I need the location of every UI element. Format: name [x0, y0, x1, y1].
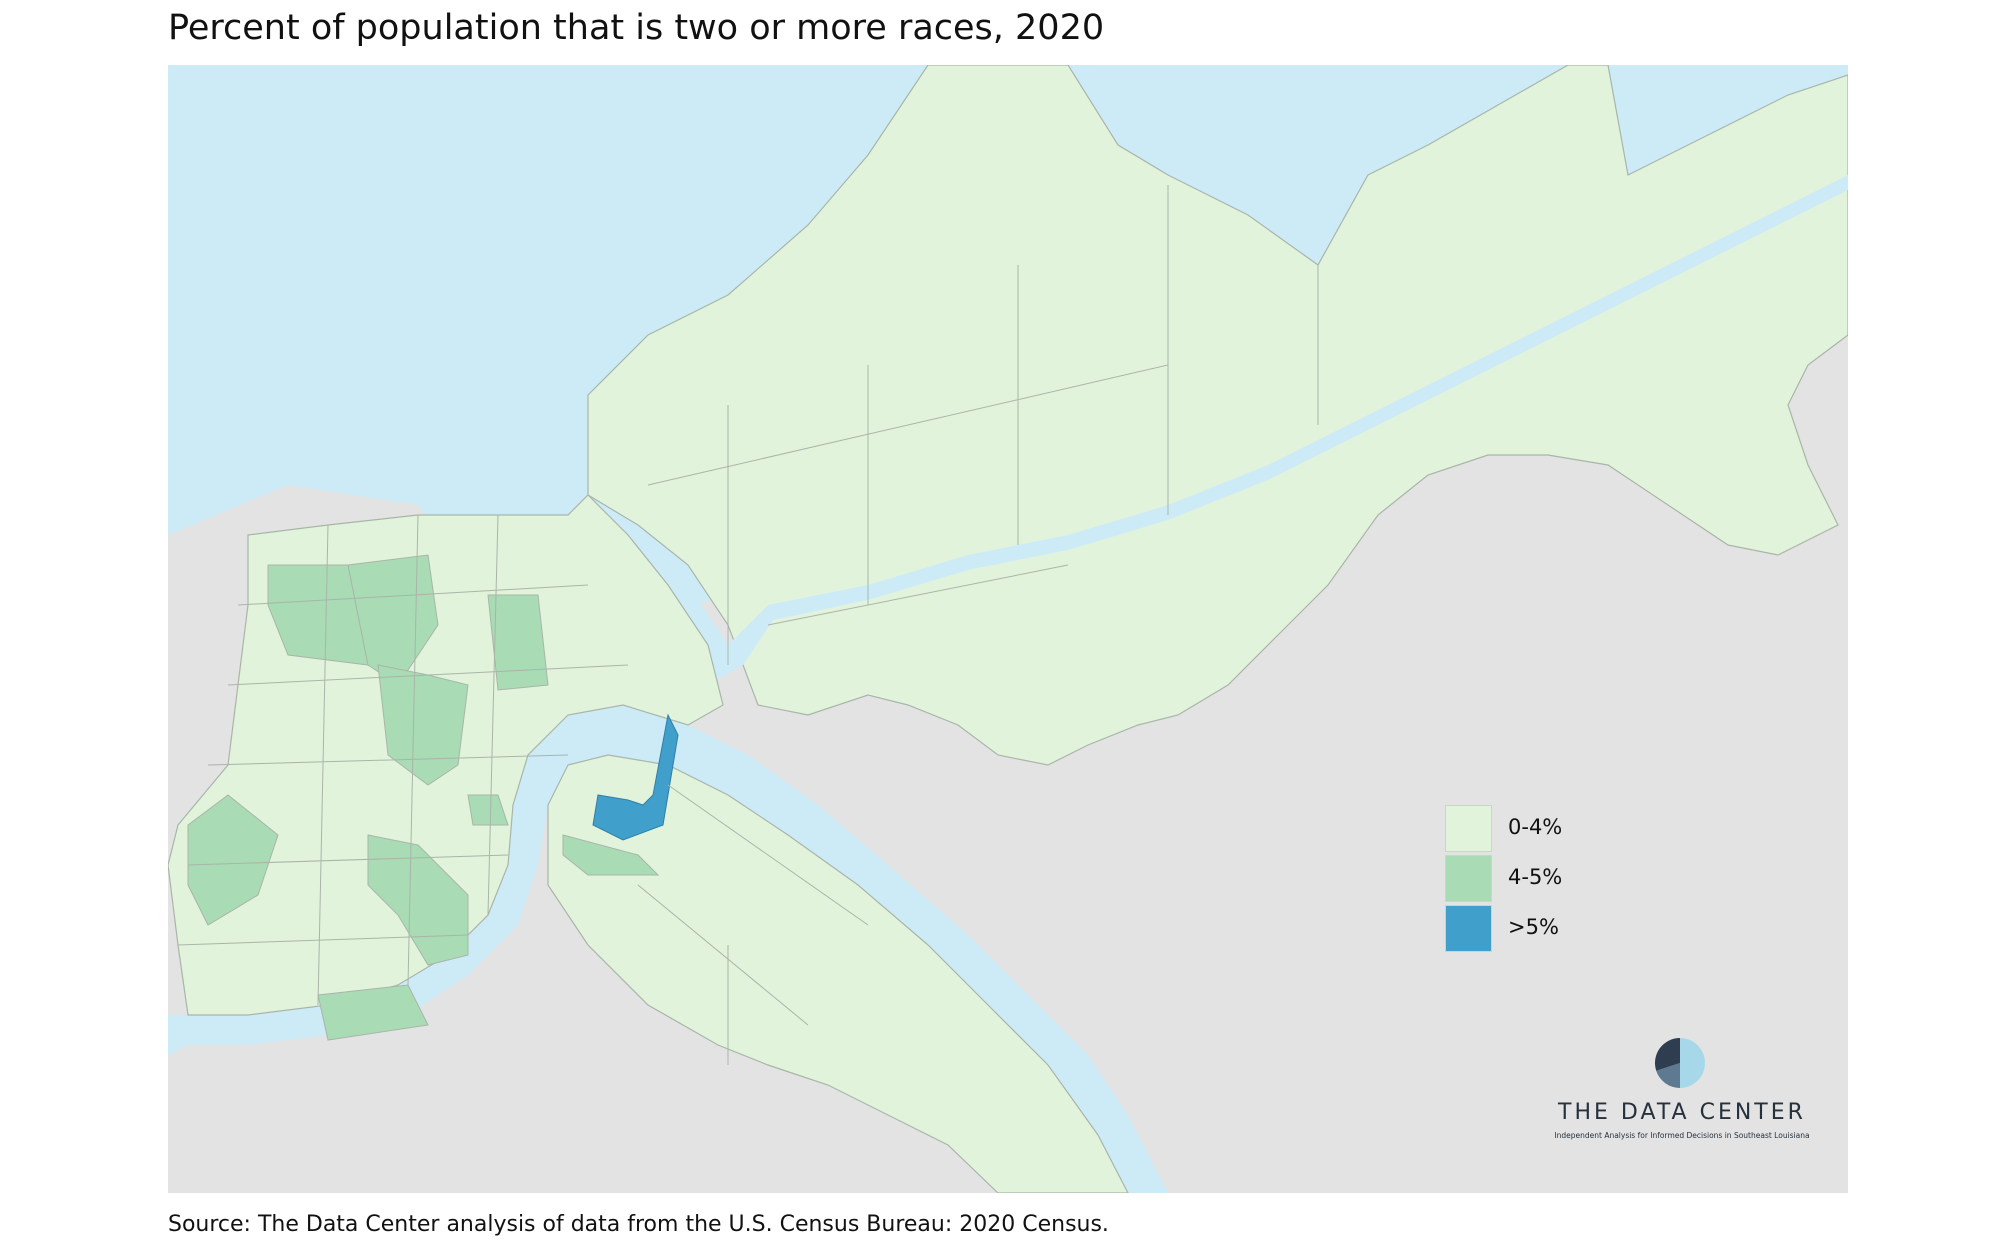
legend-swatch-gt5	[1445, 905, 1492, 952]
choropleth-map[interactable]	[168, 65, 1848, 1193]
pie-logo-icon	[1654, 1038, 1705, 1088]
tract-mid-5	[187, 794, 279, 926]
map-title: Percent of population that is two or mor…	[168, 8, 1105, 48]
legend-label: 4-5%	[1508, 865, 1563, 889]
tract-mid-7	[317, 984, 429, 1041]
tracts-algiers	[547, 754, 1129, 1193]
tract-mid-8	[467, 794, 509, 826]
canal-water	[583, 175, 1848, 685]
river-water	[168, 705, 1168, 1193]
legend-swatch-4-5	[1445, 855, 1492, 902]
data-center-logo: THE DATA CENTER Independent Analysis for…	[1530, 1035, 1830, 1145]
logo-name: THE DATA CENTER	[1558, 1100, 1806, 1125]
tract-mid-4	[487, 594, 549, 691]
tract-mid-6	[367, 834, 469, 966]
map-area[interactable]	[168, 65, 1848, 1193]
legend-label: 0-4%	[1508, 815, 1563, 839]
legend-swatch-0-4	[1445, 805, 1492, 852]
tract-mid-9	[562, 834, 660, 876]
tract-boundaries	[177, 185, 1319, 1065]
legend-label: >5%	[1508, 915, 1559, 939]
logo-tagline: Independent Analysis for Informed Decisi…	[1554, 1131, 1810, 1140]
tract-high	[592, 713, 679, 841]
tracts-east	[587, 65, 1848, 766]
source-note: Source: The Data Center analysis of data…	[168, 1212, 1109, 1237]
